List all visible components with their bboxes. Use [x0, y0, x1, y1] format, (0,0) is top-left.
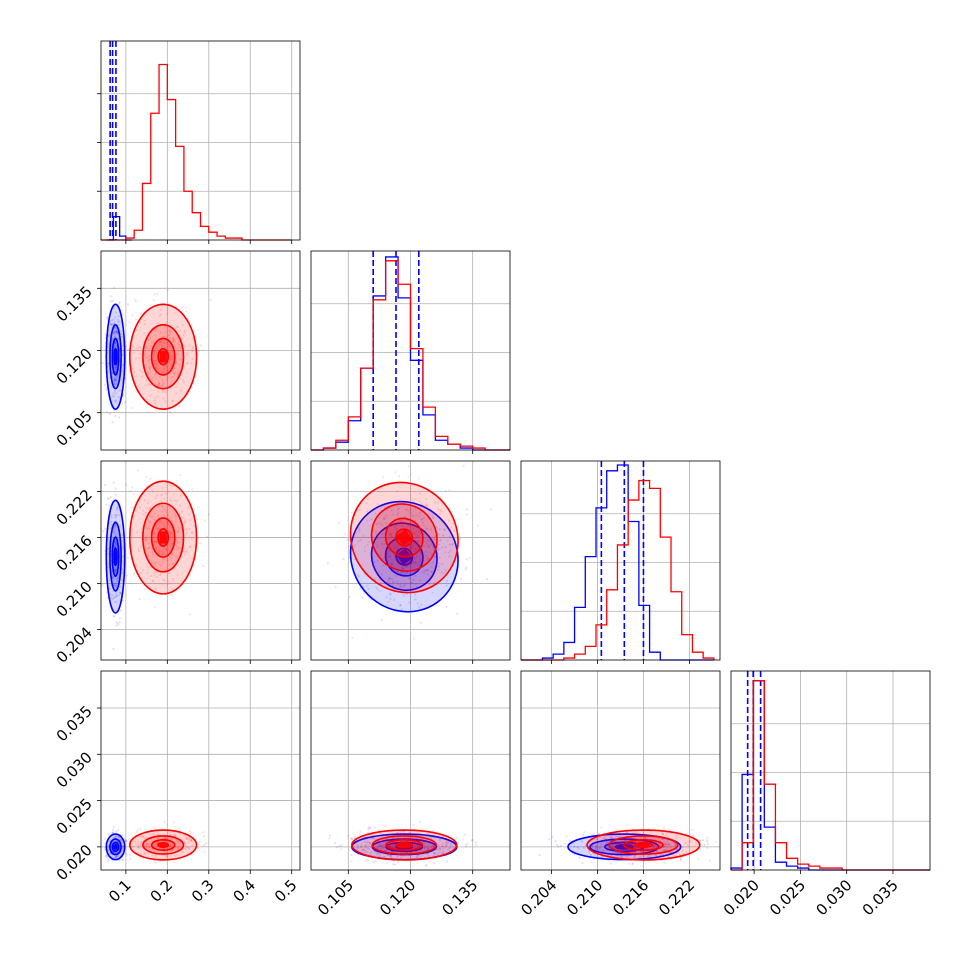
density-contours — [351, 829, 458, 861]
y-tick-label: 0.222 — [53, 486, 96, 529]
x-tick-label: 0.020 — [720, 876, 763, 919]
density-contours — [105, 303, 126, 410]
density-peak — [114, 550, 117, 563]
x-tick-label: 0.216 — [609, 876, 652, 919]
x-tick-label: 0.030 — [812, 876, 855, 919]
y-tick-label: 0.105 — [53, 407, 96, 450]
density-contours — [105, 833, 126, 861]
scatter-panel-frame — [100, 460, 301, 661]
density-peak — [637, 843, 650, 847]
y-tick-label: 0.025 — [53, 795, 96, 838]
x-tick-label: 0.105 — [314, 876, 357, 919]
histogram-step-line — [311, 260, 510, 451]
x-tick-label: 0.2 — [147, 876, 177, 906]
density-contours — [129, 829, 198, 861]
histogram-panel-frame — [730, 670, 931, 871]
scatter-panel-frame — [100, 670, 301, 871]
density-peak — [398, 843, 410, 847]
histogram-panel-frame — [100, 40, 301, 241]
density-contours — [586, 829, 701, 861]
x-tick-label: 0.4 — [229, 876, 259, 906]
x-tick-label: 0.3 — [188, 876, 218, 906]
histogram-panel-frame — [520, 460, 721, 661]
y-tick-label: 0.204 — [53, 623, 96, 666]
y-tick-label: 0.210 — [53, 578, 96, 621]
y-tick-label: 0.120 — [53, 345, 96, 388]
density-contours — [349, 481, 459, 594]
density-contours — [105, 499, 126, 614]
x-tick-label: 0.222 — [655, 876, 698, 919]
frames-layer — [97, 40, 931, 874]
x-tick-label: 0.5 — [271, 876, 301, 906]
grid-layer — [101, 41, 930, 870]
density-peak — [159, 531, 167, 544]
x-tick-label: 0.1 — [105, 876, 135, 906]
x-tick-label: 0.035 — [859, 876, 902, 919]
x-tick-label: 0.210 — [563, 876, 606, 919]
density-peak — [114, 351, 117, 363]
y-tick-label: 0.216 — [53, 532, 96, 575]
x-tick-label: 0.120 — [376, 876, 419, 919]
x-tick-label: 0.135 — [438, 876, 481, 919]
marks-layer — [101, 41, 930, 871]
histogram-step-line — [107, 215, 133, 241]
density-contours — [129, 480, 198, 595]
histogram-step-line — [521, 479, 715, 661]
x-tick-label: 0.025 — [766, 876, 809, 919]
histogram-step-line — [311, 256, 510, 451]
y-tick-label: 0.135 — [53, 282, 96, 325]
histogram-step-line — [101, 63, 292, 241]
density-peak — [114, 845, 117, 849]
density-contours — [129, 303, 198, 410]
density-peak — [159, 843, 167, 847]
y-tick-label: 0.020 — [53, 841, 96, 884]
density-peak — [159, 351, 167, 363]
y-tick-label: 0.035 — [53, 702, 96, 745]
x-tick-label: 0.204 — [517, 876, 560, 919]
y-tick-label: 0.030 — [53, 748, 96, 791]
density-peak — [396, 529, 413, 546]
scatter-panel-frame — [520, 670, 721, 871]
